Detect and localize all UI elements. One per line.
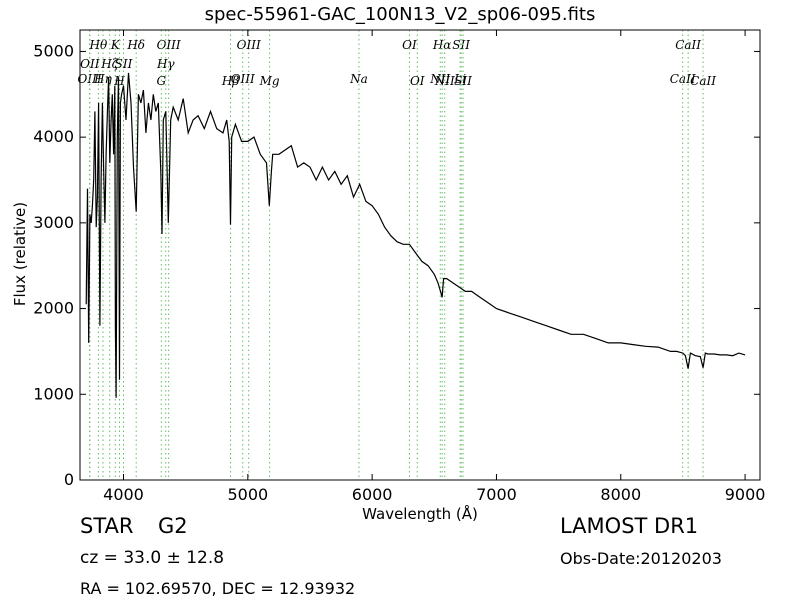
spectral-line-label: OII xyxy=(80,57,100,71)
y-tick-label: 4000 xyxy=(33,127,74,146)
observation-date: Obs-Date:20120203 xyxy=(560,549,722,568)
spectral-line-label: Na xyxy=(349,72,368,86)
spectral-line-label: CaII xyxy=(675,38,701,52)
chart-title: spec-55961-GAC_100N13_V2_sp06-095.fits xyxy=(204,4,596,25)
spectral-line-label: CaII xyxy=(690,74,716,88)
spectral-line-label: Hθ xyxy=(89,38,108,52)
x-tick-label: 5000 xyxy=(227,485,268,504)
spectral-line-label: CaII xyxy=(670,72,696,86)
x-tick-label: 6000 xyxy=(352,485,393,504)
spectral-line-label: Hγ xyxy=(156,57,175,71)
spectral-line-label: OIII xyxy=(157,38,181,52)
object-subclass: G2 xyxy=(158,514,188,538)
x-tick-label: 9000 xyxy=(725,485,766,504)
spectral-line-label: SII xyxy=(115,57,133,71)
spectral-line-label: OIII xyxy=(78,72,102,86)
axis-ticks: 4000 5000 6000 7000 8000 9000 0 1000 2000 3000 400… xyxy=(33,30,765,504)
spectral-line-label: NII xyxy=(434,74,455,88)
spectral-line-label: G xyxy=(157,74,167,88)
spectral-line-label: H xyxy=(113,74,125,88)
coordinates-readout: RA = 102.69570, DEC = 12.93932 xyxy=(80,579,356,598)
redshift-readout: cz = 33.0 ± 12.8 xyxy=(80,548,225,568)
plot-frame xyxy=(79,29,761,481)
spectral-line-label: K xyxy=(110,38,121,52)
spectral-line-label: Hη xyxy=(93,72,112,86)
spectral-line-label: Hα xyxy=(432,38,452,52)
y-tick-label: 1000 xyxy=(33,384,74,403)
object-class: STAR xyxy=(80,514,134,538)
spectral-line-label: OI xyxy=(410,74,425,88)
x-tick-label: 8000 xyxy=(600,485,641,504)
spectral-line-label: Hβ xyxy=(221,74,239,88)
spectral-line-label: SII xyxy=(452,38,470,52)
spectral-line-label: OIII xyxy=(237,38,261,52)
y-tick-label: 0 xyxy=(64,470,74,489)
spectrum-line xyxy=(85,72,746,398)
spectral-line-label: Mg xyxy=(259,74,280,88)
y-tick-label: 2000 xyxy=(33,299,74,318)
spectral-line-label: OIII xyxy=(231,72,255,86)
y-tick-label: 5000 xyxy=(33,41,74,60)
x-tick-label: 7000 xyxy=(476,485,517,504)
y-axis-label: Flux (relative) xyxy=(11,201,29,307)
y-tick-label: 3000 xyxy=(33,213,74,232)
survey-name: LAMOST DR1 xyxy=(560,514,699,538)
x-axis-label: Wavelength (Å) xyxy=(362,505,478,523)
spectral-line-label: OI xyxy=(402,38,417,52)
spectral-line-label: SII xyxy=(454,74,472,88)
spectral-line-label: Hδ xyxy=(126,38,145,52)
x-tick-label: 4000 xyxy=(103,485,144,504)
